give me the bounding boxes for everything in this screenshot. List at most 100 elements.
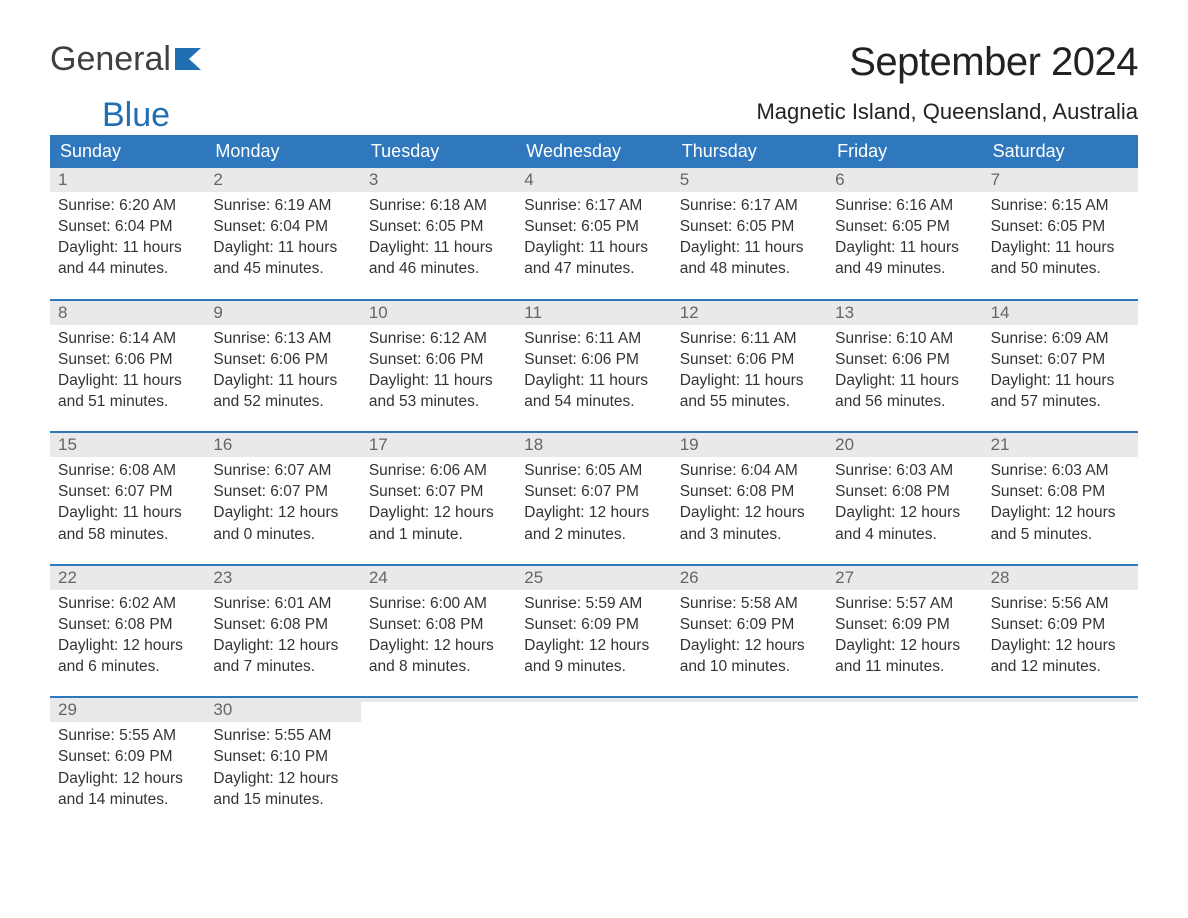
day-body: Sunrise: 5:56 AMSunset: 6:09 PMDaylight:… [983, 590, 1138, 678]
day-body: Sunrise: 6:04 AMSunset: 6:08 PMDaylight:… [672, 457, 827, 545]
day-sunset: Sunset: 6:06 PM [835, 350, 974, 370]
day-cell [516, 698, 671, 811]
day-number: 16 [205, 433, 360, 457]
day-sunset: Sunset: 6:06 PM [680, 350, 819, 370]
day-cell: 18Sunrise: 6:05 AMSunset: 6:07 PMDayligh… [516, 433, 671, 546]
day-cell: 28Sunrise: 5:56 AMSunset: 6:09 PMDayligh… [983, 566, 1138, 679]
day-day2: and 9 minutes. [524, 657, 663, 677]
day-day1: Daylight: 12 hours [213, 503, 352, 523]
day-day2: and 7 minutes. [213, 657, 352, 677]
day-number: 15 [50, 433, 205, 457]
day-cell: 3Sunrise: 6:18 AMSunset: 6:05 PMDaylight… [361, 168, 516, 281]
day-day1: Daylight: 12 hours [58, 636, 197, 656]
day-sunrise: Sunrise: 6:03 AM [991, 461, 1130, 481]
day-number: 23 [205, 566, 360, 590]
day-body: Sunrise: 6:20 AMSunset: 6:04 PMDaylight:… [50, 192, 205, 280]
day-day1: Daylight: 11 hours [58, 238, 197, 258]
day-day1: Daylight: 11 hours [369, 371, 508, 391]
day-number: 5 [672, 168, 827, 192]
day-sunrise: Sunrise: 6:01 AM [213, 594, 352, 614]
day-day1: Daylight: 12 hours [991, 503, 1130, 523]
day-sunset: Sunset: 6:08 PM [213, 615, 352, 635]
day-body: Sunrise: 6:16 AMSunset: 6:05 PMDaylight:… [827, 192, 982, 280]
day-number: 14 [983, 301, 1138, 325]
day-cell: 25Sunrise: 5:59 AMSunset: 6:09 PMDayligh… [516, 566, 671, 679]
day-day2: and 57 minutes. [991, 392, 1130, 412]
day-day2: and 10 minutes. [680, 657, 819, 677]
day-sunrise: Sunrise: 6:19 AM [213, 196, 352, 216]
day-number: 13 [827, 301, 982, 325]
day-body: Sunrise: 6:11 AMSunset: 6:06 PMDaylight:… [672, 325, 827, 413]
day-sunrise: Sunrise: 6:03 AM [835, 461, 974, 481]
day-number: 26 [672, 566, 827, 590]
day-body: Sunrise: 6:11 AMSunset: 6:06 PMDaylight:… [516, 325, 671, 413]
day-number: 12 [672, 301, 827, 325]
day-number [672, 698, 827, 702]
day-day2: and 47 minutes. [524, 259, 663, 279]
day-sunset: Sunset: 6:05 PM [991, 217, 1130, 237]
day-body: Sunrise: 5:57 AMSunset: 6:09 PMDaylight:… [827, 590, 982, 678]
day-day1: Daylight: 12 hours [213, 636, 352, 656]
day-day1: Daylight: 11 hours [369, 238, 508, 258]
day-sunset: Sunset: 6:09 PM [991, 615, 1130, 635]
day-body: Sunrise: 6:17 AMSunset: 6:05 PMDaylight:… [672, 192, 827, 280]
day-sunrise: Sunrise: 6:15 AM [991, 196, 1130, 216]
day-body: Sunrise: 6:06 AMSunset: 6:07 PMDaylight:… [361, 457, 516, 545]
day-sunset: Sunset: 6:08 PM [835, 482, 974, 502]
day-day1: Daylight: 12 hours [680, 636, 819, 656]
day-sunrise: Sunrise: 5:55 AM [58, 726, 197, 746]
day-sunrise: Sunrise: 6:18 AM [369, 196, 508, 216]
day-day1: Daylight: 11 hours [835, 371, 974, 391]
day-sunrise: Sunrise: 6:17 AM [680, 196, 819, 216]
day-day1: Daylight: 11 hours [58, 371, 197, 391]
day-day2: and 55 minutes. [680, 392, 819, 412]
day-sunrise: Sunrise: 5:55 AM [213, 726, 352, 746]
day-body: Sunrise: 6:14 AMSunset: 6:06 PMDaylight:… [50, 325, 205, 413]
day-day1: Daylight: 11 hours [213, 371, 352, 391]
day-sunset: Sunset: 6:07 PM [369, 482, 508, 502]
day-sunset: Sunset: 6:07 PM [213, 482, 352, 502]
day-sunset: Sunset: 6:07 PM [991, 350, 1130, 370]
day-body: Sunrise: 6:12 AMSunset: 6:06 PMDaylight:… [361, 325, 516, 413]
day-sunrise: Sunrise: 5:58 AM [680, 594, 819, 614]
day-sunrise: Sunrise: 6:07 AM [213, 461, 352, 481]
day-sunset: Sunset: 6:05 PM [680, 217, 819, 237]
day-cell: 24Sunrise: 6:00 AMSunset: 6:08 PMDayligh… [361, 566, 516, 679]
day-number: 21 [983, 433, 1138, 457]
day-cell: 21Sunrise: 6:03 AMSunset: 6:08 PMDayligh… [983, 433, 1138, 546]
day-sunset: Sunset: 6:06 PM [58, 350, 197, 370]
day-cell [361, 698, 516, 811]
day-number: 6 [827, 168, 982, 192]
day-number: 1 [50, 168, 205, 192]
day-sunrise: Sunrise: 6:04 AM [680, 461, 819, 481]
day-day1: Daylight: 12 hours [213, 769, 352, 789]
weeks-container: 1Sunrise: 6:20 AMSunset: 6:04 PMDaylight… [50, 168, 1138, 811]
day-sunrise: Sunrise: 6:02 AM [58, 594, 197, 614]
day-body: Sunrise: 6:02 AMSunset: 6:08 PMDaylight:… [50, 590, 205, 678]
day-cell: 8Sunrise: 6:14 AMSunset: 6:06 PMDaylight… [50, 301, 205, 414]
week-row: 22Sunrise: 6:02 AMSunset: 6:08 PMDayligh… [50, 564, 1138, 679]
day-cell: 17Sunrise: 6:06 AMSunset: 6:07 PMDayligh… [361, 433, 516, 546]
day-day1: Daylight: 11 hours [213, 238, 352, 258]
day-day2: and 14 minutes. [58, 790, 197, 810]
day-day1: Daylight: 11 hours [680, 371, 819, 391]
day-body: Sunrise: 5:59 AMSunset: 6:09 PMDaylight:… [516, 590, 671, 678]
day-day2: and 8 minutes. [369, 657, 508, 677]
day-sunset: Sunset: 6:08 PM [58, 615, 197, 635]
day-day1: Daylight: 11 hours [835, 238, 974, 258]
day-cell: 1Sunrise: 6:20 AMSunset: 6:04 PMDaylight… [50, 168, 205, 281]
day-cell: 2Sunrise: 6:19 AMSunset: 6:04 PMDaylight… [205, 168, 360, 281]
day-sunset: Sunset: 6:07 PM [58, 482, 197, 502]
day-number: 29 [50, 698, 205, 722]
day-number: 30 [205, 698, 360, 722]
day-body: Sunrise: 6:07 AMSunset: 6:07 PMDaylight:… [205, 457, 360, 545]
day-sunset: Sunset: 6:06 PM [213, 350, 352, 370]
day-sunset: Sunset: 6:07 PM [524, 482, 663, 502]
day-body: Sunrise: 6:03 AMSunset: 6:08 PMDaylight:… [827, 457, 982, 545]
day-sunset: Sunset: 6:06 PM [524, 350, 663, 370]
location: Magnetic Island, Queensland, Australia [756, 99, 1138, 125]
day-day2: and 49 minutes. [835, 259, 974, 279]
day-day1: Daylight: 11 hours [524, 238, 663, 258]
day-day1: Daylight: 12 hours [835, 503, 974, 523]
day-cell: 20Sunrise: 6:03 AMSunset: 6:08 PMDayligh… [827, 433, 982, 546]
